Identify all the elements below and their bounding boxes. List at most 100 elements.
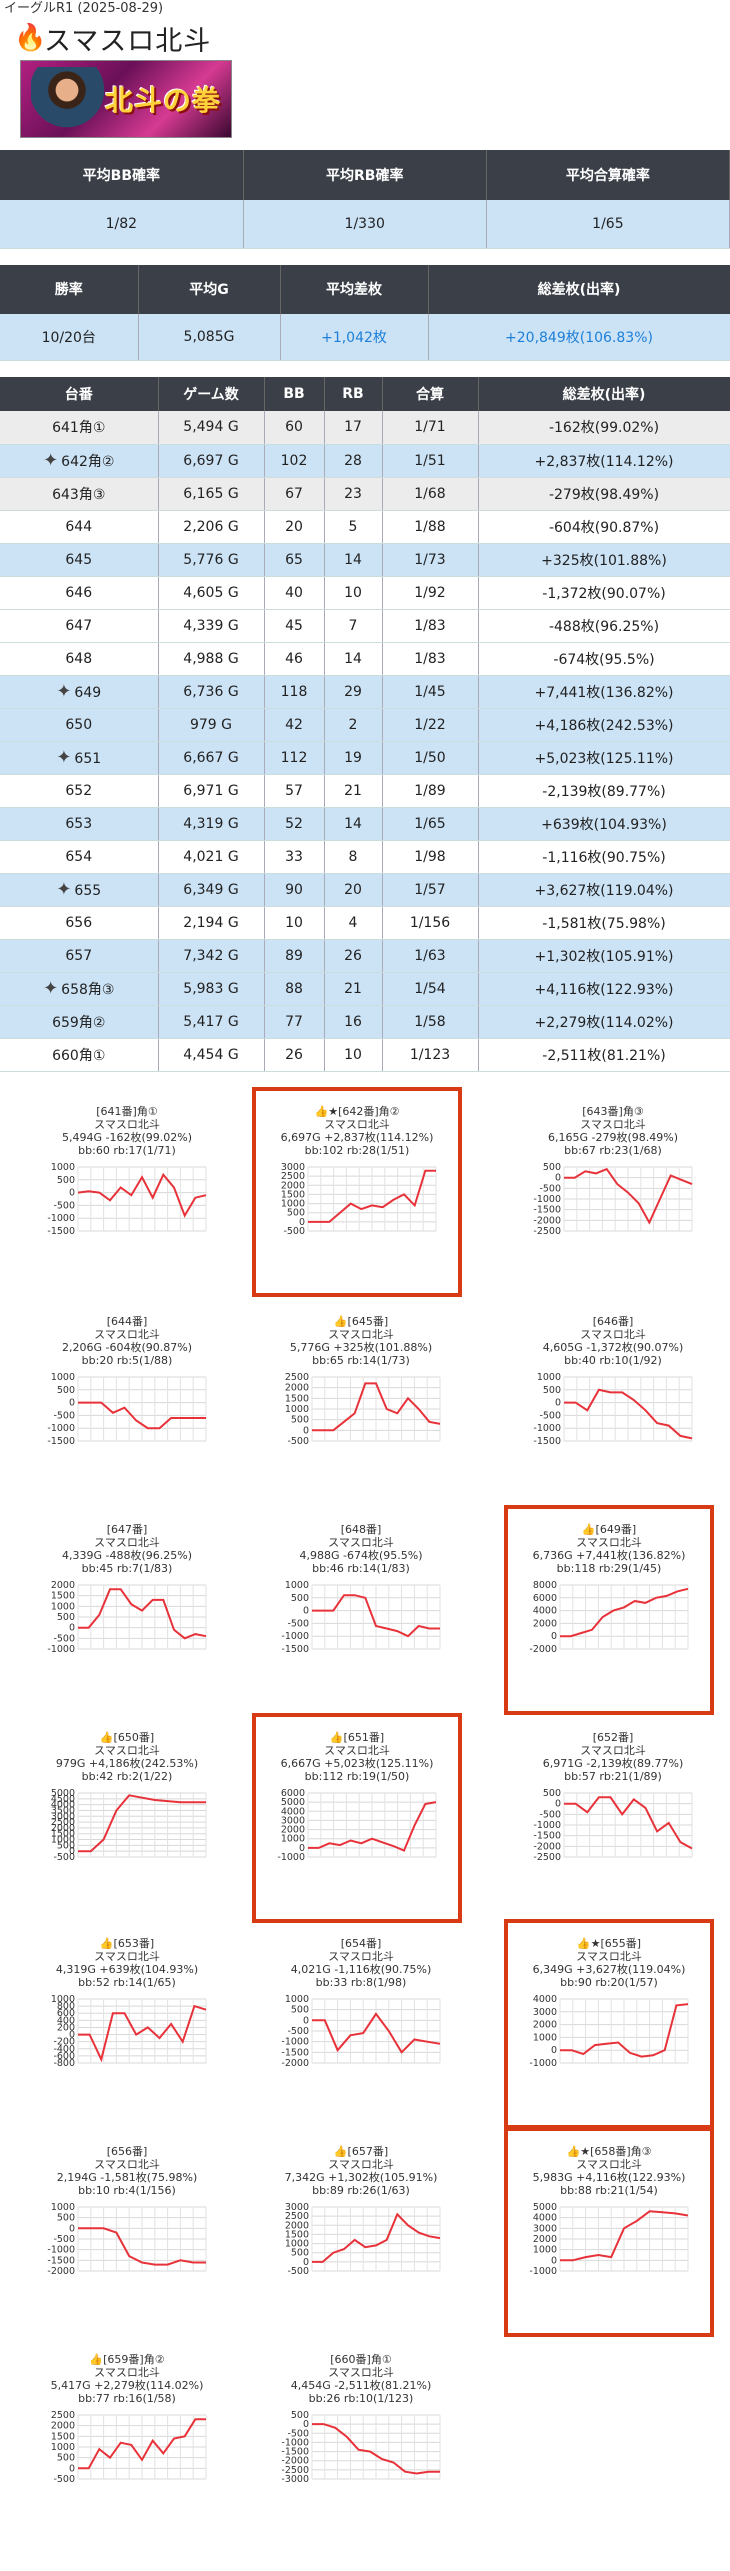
machine-number-cell[interactable]: ✦ 642角② xyxy=(0,444,159,478)
table-row[interactable]: ✦ 649 6,736 G 118 29 1/45 +7,441枚(136.82%) xyxy=(0,675,730,709)
y-tick-label: 500 xyxy=(291,2247,309,2258)
chart-card[interactable]: 👍[659番]角② スマスロ北斗 5,417G +2,279枚(114.02%) bb… xyxy=(22,2335,232,2545)
chart-card[interactable]: [656番] スマスロ北斗 2,194G -1,581枚(75.98%) bb:10 … xyxy=(22,2127,232,2337)
chart-card[interactable]: [643番]角③ スマスロ北斗 6,165G -279枚(98.49%) bb:67 … xyxy=(508,1087,718,1297)
combined-prob-cell: 1/68 xyxy=(382,477,479,511)
machine-number-cell[interactable]: ✦ 658角③ xyxy=(0,972,159,1006)
table-row[interactable]: ✦ 655 6,349 G 90 20 1/57 +3,627枚(119.04%) xyxy=(0,873,730,907)
table-row[interactable]: 660角① 4,454 G 26 10 1/123 -2,511枚(81.21%) xyxy=(0,1038,730,1072)
table-row[interactable]: 645 5,776 G 65 14 1/73 +325枚(101.88%) xyxy=(0,543,730,577)
chart-title: 👍[653番] xyxy=(22,1937,232,1950)
machine-number-cell[interactable]: ✦ 649 xyxy=(0,675,159,709)
chart-bb-rb: bb:67 rb:23(1/68) xyxy=(564,1143,662,1157)
table-row[interactable]: 650 979 G 42 2 1/22 +4,186枚(242.53%) xyxy=(0,708,730,742)
chart-label: 👍[650番] スマスロ北斗 979G +4,186枚(242.53%) bb:42 … xyxy=(22,1731,232,1783)
table-row[interactable]: 654 4,021 G 33 8 1/98 -1,116枚(90.75%) xyxy=(0,840,730,874)
y-tick-label: 1000 xyxy=(51,1162,75,1173)
machine-number-cell[interactable]: 644 xyxy=(0,510,159,544)
table-row[interactable]: ✦ 658角③ 5,983 G 88 21 1/54 +4,116枚(122.93%) xyxy=(0,972,730,1006)
y-tick-label: 0 xyxy=(551,2045,557,2056)
table-row[interactable]: 657 7,342 G 89 26 1/63 +1,302枚(105.91%) xyxy=(0,939,730,973)
slump-line xyxy=(564,1795,693,1849)
chart-card[interactable]: 👍★[642番]角② スマスロ北斗 6,697G +2,837枚(114.12%) b… xyxy=(252,1086,462,1297)
table-header: 勝率 xyxy=(0,264,139,314)
machine-number-cell[interactable]: 641角① xyxy=(0,411,159,445)
chart-label: [647番] スマスロ北斗 4,339G -488枚(96.25%) bb:45 rb… xyxy=(22,1523,232,1575)
table-row[interactable]: 646 4,605 G 40 10 1/92 -1,372枚(90.07%) xyxy=(0,576,730,610)
machine-number-cell[interactable]: 659角② xyxy=(0,1005,159,1039)
machine-number-cell[interactable]: 660角① xyxy=(0,1038,159,1072)
machine-number-cell[interactable]: 653 xyxy=(0,807,159,841)
chart-card[interactable]: [654番] スマスロ北斗 4,021G -1,116枚(90.75%) bb:33 … xyxy=(256,1919,466,2129)
chart-card[interactable]: 👍[651番] スマスロ北斗 6,667G +5,023枚(125.11%) bb:1… xyxy=(252,1712,462,1923)
rb-cell: 14 xyxy=(324,543,383,577)
y-tick-label: 0 xyxy=(551,1631,557,1642)
machine-number-cell[interactable]: 657 xyxy=(0,939,159,973)
table-header: 平均差枚 xyxy=(280,264,429,314)
chart-card[interactable]: [644番] スマスロ北斗 2,206G -604枚(90.87%) bb:20 rb… xyxy=(22,1297,232,1507)
y-tick-label: 500 xyxy=(291,1592,309,1603)
chart-label: 👍[645番] スマスロ北斗 5,776G +325枚(101.88%) bb:65 … xyxy=(256,1315,466,1367)
chart-card[interactable]: 👍★[655番] スマスロ北斗 6,349G +3,627枚(119.04%) bb:… xyxy=(504,1918,714,2129)
chart-card[interactable]: 👍[650番] スマスロ北斗 979G +4,186枚(242.53%) bb:42 … xyxy=(22,1713,232,1923)
chart-card[interactable]: [641番]角① スマスロ北斗 5,494G -162枚(99.02%) bb:60 … xyxy=(22,1087,232,1297)
table-row[interactable]: 641角① 5,494 G 60 17 1/71 -162枚(99.02%) xyxy=(0,411,730,445)
chart-bb-rb: bb:89 rb:26(1/63) xyxy=(312,2183,410,2197)
machine-number-cell[interactable]: 652 xyxy=(0,774,159,808)
chart-card[interactable]: [652番] スマスロ北斗 6,971G -2,139枚(89.77%) bb:57 … xyxy=(508,1713,718,1923)
y-tick-label: 400 xyxy=(57,2015,75,2026)
chart-title-text: [652番] xyxy=(592,1730,634,1744)
y-tick-label: 1000 xyxy=(285,1580,309,1591)
chart-card[interactable]: 👍[653番] スマスロ北斗 4,319G +639枚(104.93%) bb:52 … xyxy=(22,1919,232,2129)
chart-card[interactable]: [647番] スマスロ北斗 4,339G -488枚(96.25%) bb:45 rb… xyxy=(22,1505,232,1715)
chart-card[interactable]: [648番] スマスロ北斗 4,988G -674枚(95.5%) bb:46 rb:… xyxy=(256,1505,466,1715)
machine-number-cell[interactable]: 643角③ xyxy=(0,477,159,511)
bb-cell: 60 xyxy=(264,411,325,445)
star-icon: ★ xyxy=(328,1104,339,1118)
table-row[interactable]: 644 2,206 G 20 5 1/88 -604枚(90.87%) xyxy=(0,510,730,544)
slump-line xyxy=(308,1169,436,1223)
table-row[interactable]: 653 4,319 G 52 14 1/65 +639枚(104.93%) xyxy=(0,807,730,841)
table-row[interactable]: 643角③ 6,165 G 67 23 1/68 -279枚(98.49%) xyxy=(0,477,730,511)
table-row[interactable]: 648 4,988 G 46 14 1/83 -674枚(95.5%) xyxy=(0,642,730,676)
table-row[interactable]: ✦ 642角② 6,697 G 102 28 1/51 +2,837枚(114.12%) xyxy=(0,444,730,478)
machine-number-cell[interactable]: 648 xyxy=(0,642,159,676)
machine-number: 645 xyxy=(65,551,93,568)
chart-stats: 4,319G +639枚(104.93%) xyxy=(55,1962,199,1976)
y-tick-label: 500 xyxy=(57,1384,75,1395)
chart-bb-rb: bb:33 rb:8(1/98) xyxy=(315,1975,407,1989)
machine-number-cell[interactable]: 656 xyxy=(0,906,159,940)
probability-table: 平均BB確率 平均RB確率 平均合算確率 1/82 1/330 1/65 xyxy=(0,150,730,249)
slump-line xyxy=(78,2004,207,2062)
machine-number-cell[interactable]: 654 xyxy=(0,840,159,874)
table-row[interactable]: 659角② 5,417 G 77 16 1/58 +2,279枚(114.02%) xyxy=(0,1005,730,1039)
machine-number-cell[interactable]: 647 xyxy=(0,609,159,643)
table-row[interactable]: 656 2,194 G 10 4 1/156 -1,581枚(75.98%) xyxy=(0,906,730,940)
machine-number-cell[interactable]: ✦ 655 xyxy=(0,873,159,907)
y-tick-label: 0 xyxy=(555,1397,561,1408)
table-row[interactable]: 647 4,339 G 45 7 1/83 -488枚(96.25%) xyxy=(0,609,730,643)
machine-number-cell[interactable]: 650 xyxy=(0,708,159,742)
chart-card[interactable]: 👍[649番] スマスロ北斗 6,736G +7,441枚(136.82%) bb:1… xyxy=(504,1504,714,1715)
machine-number-cell[interactable]: 645 xyxy=(0,543,159,577)
machine-table: 台番 ゲーム数 BB RB 合算 総差枚(出率) 641角① 5,494 G 60 17 1/71… xyxy=(0,377,730,1072)
chart-card[interactable]: 👍[657番] スマスロ北斗 7,342G +1,302枚(105.91%) bb:8… xyxy=(256,2127,466,2337)
chart-card[interactable]: 👍[645番] スマスロ北斗 5,776G +325枚(101.88%) bb:65 … xyxy=(256,1297,466,1507)
chart-card[interactable]: 👍★[658番]角③ スマスロ北斗 5,983G +4,116枚(122.93%) b… xyxy=(504,2126,714,2337)
banner-logo: 北斗の拳 xyxy=(104,84,221,117)
game-count-cell: 5,983 G xyxy=(158,972,265,1006)
machine-number-cell[interactable]: 646 xyxy=(0,576,159,610)
chart-card[interactable]: [646番] スマスロ北斗 4,605G -1,372枚(90.07%) bb:40 … xyxy=(508,1297,718,1507)
chart-stats: 6,165G -279枚(98.49%) xyxy=(547,1130,678,1144)
chart-stats: 6,697G +2,837枚(114.12%) xyxy=(280,1130,434,1144)
chart-card[interactable]: [660番]角① スマスロ北斗 4,454G -2,511枚(81.21%) bb:2… xyxy=(256,2335,466,2545)
y-tick-label: 800 xyxy=(57,2001,75,2012)
y-tick-label: 4000 xyxy=(533,1994,557,2005)
y-tick-label: -500 xyxy=(539,1183,561,1194)
table-row[interactable]: ✦ 651 6,667 G 112 19 1/50 +5,023枚(125.11%) xyxy=(0,741,730,775)
chart-bb-rb: bb:77 rb:16(1/58) xyxy=(78,2391,176,2405)
table-row[interactable]: 652 6,971 G 57 21 1/89 -2,139枚(89.77%) xyxy=(0,774,730,808)
machine-number-cell[interactable]: ✦ 651 xyxy=(0,741,159,775)
